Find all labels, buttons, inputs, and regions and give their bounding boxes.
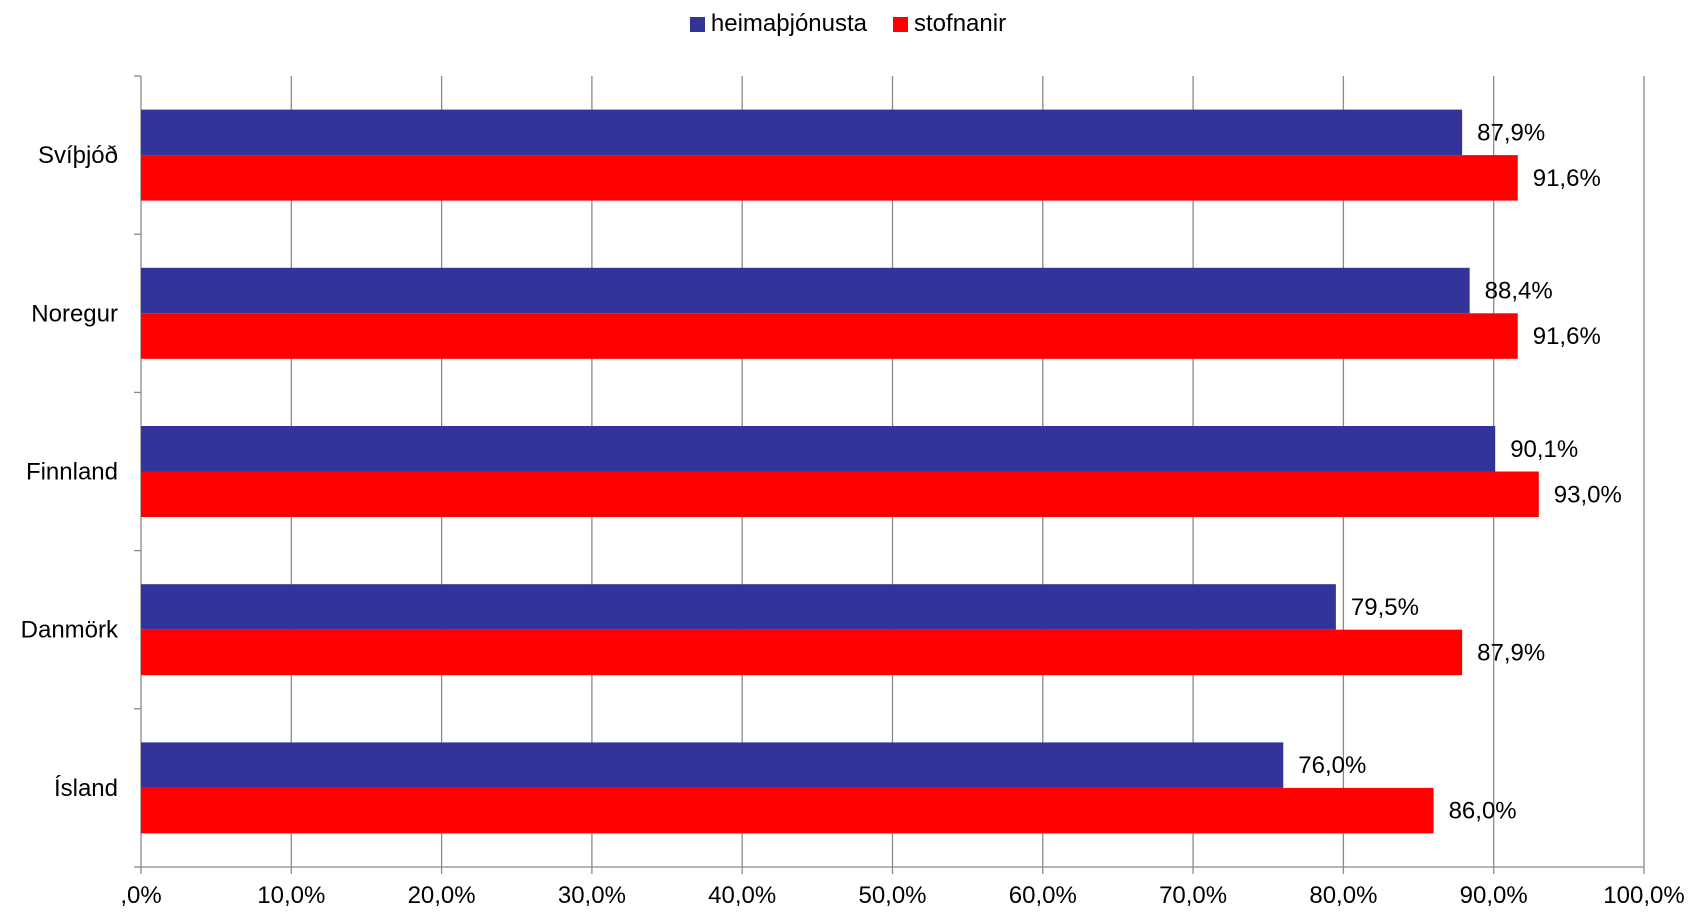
x-tick-label-10: 100,0%: [1603, 882, 1684, 909]
data-label-stofnanir-0: 91,6%: [1533, 165, 1601, 192]
data-label-stofnanir-3: 87,9%: [1477, 639, 1545, 666]
x-tick-label-7: 70,0%: [1159, 882, 1227, 909]
data-label-heimathjonusta-0: 87,9%: [1477, 119, 1545, 146]
data-label-heimathjonusta-3: 79,5%: [1351, 594, 1419, 621]
category-label-4: Ísland: [54, 775, 118, 802]
bar-stofnanir-0: [141, 155, 1518, 201]
category-label-3: Danmörk: [21, 617, 119, 644]
data-label-heimathjonusta-1: 88,4%: [1485, 278, 1553, 305]
legend: heimaþjónusta stofnanir: [0, 10, 1696, 38]
bar-stofnanir-3: [141, 629, 1463, 676]
legend-label-heimathjonusta: heimaþjónusta: [710, 10, 868, 37]
category-label-0: Svíþjóð: [38, 142, 118, 169]
data-label-stofnanir-4: 86,0%: [1449, 798, 1517, 825]
bar-stofnanir-1: [141, 313, 1518, 359]
x-tick-label-8: 80,0%: [1309, 882, 1377, 909]
x-tick-label-2: 20,0%: [408, 882, 476, 909]
x-tick-label-9: 90,0%: [1460, 882, 1528, 909]
x-tick-label-1: 10,0%: [257, 882, 325, 909]
x-tick-label-5: 50,0%: [858, 882, 926, 909]
data-label-heimathjonusta-2: 90,1%: [1510, 436, 1578, 463]
x-tick-label-0: ,0%: [120, 882, 161, 909]
legend-item-stofnanir: stofnanir: [893, 10, 1006, 38]
bar-heimathjonusta-4: [141, 742, 1284, 788]
data-label-stofnanir-2: 93,0%: [1554, 481, 1622, 508]
bar-stofnanir-4: [141, 787, 1434, 834]
legend-swatch-heimathjonusta: [689, 16, 705, 32]
legend-label-stofnanir: stofnanir: [914, 10, 1007, 37]
category-label-2: Finnland: [26, 459, 118, 486]
data-label-heimathjonusta-4: 76,0%: [1298, 752, 1366, 779]
bar-heimathjonusta-2: [141, 426, 1496, 472]
x-tick-label-6: 60,0%: [1009, 882, 1077, 909]
category-label-1: Noregur: [31, 300, 118, 327]
legend-swatch-stofnanir: [893, 16, 909, 32]
bar-heimathjonusta-3: [141, 584, 1336, 630]
bar-heimathjonusta-0: [141, 109, 1463, 156]
legend-item-heimathjonusta: heimaþjónusta: [689, 10, 868, 38]
bar-heimathjonusta-1: [141, 267, 1470, 314]
x-tick-label-3: 30,0%: [558, 882, 626, 909]
x-tick-label-4: 40,0%: [708, 882, 776, 909]
bar-stofnanir-2: [141, 471, 1539, 517]
data-label-stofnanir-1: 91,6%: [1533, 323, 1601, 350]
